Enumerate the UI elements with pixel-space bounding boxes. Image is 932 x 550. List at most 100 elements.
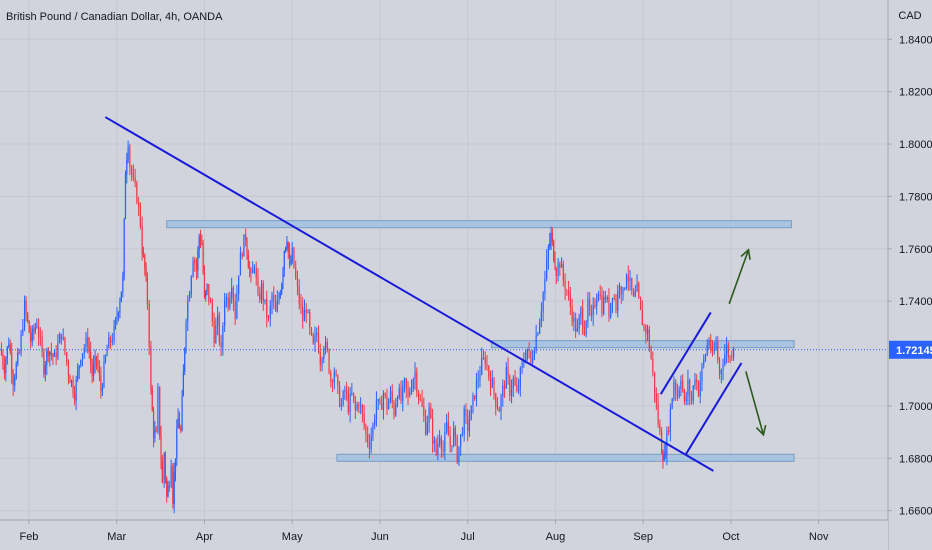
candle-body [161,460,163,483]
candle-body [119,301,121,313]
price-axis[interactable]: CAD 1.84000 1.82000 1.80000 1.78000 1.76000 1.… [887,0,932,550]
candle-body [113,326,115,341]
y-tick-label: 1.70000 [899,401,932,413]
candle-body [138,202,140,207]
candle-body [495,393,497,407]
candle-body [87,337,89,347]
candle-body [14,378,16,386]
candle-body [225,297,227,302]
candle-body [650,348,652,359]
candle-body [290,261,292,265]
candle-body [582,307,584,328]
candle-body [127,146,129,161]
candle-body [435,440,437,454]
candle-body [433,440,435,444]
candle-body [279,293,281,297]
candle-body [293,247,295,268]
candle-body [317,333,320,353]
candle-body [596,300,598,307]
candle-body [39,336,41,338]
candle-body [409,392,411,396]
candle-body [0,348,3,355]
candle-body [44,365,46,375]
candle-body [489,376,492,388]
trend-lines [104,116,743,472]
candle-body [43,351,45,375]
candle-body [412,379,414,389]
candle-body [715,341,717,350]
candle-body [718,359,721,375]
candle-body [636,283,638,292]
candle-body [546,259,548,279]
candle-body [344,390,346,392]
candle-body [460,434,462,447]
candle-body [601,295,603,314]
candle-body [59,333,61,344]
candle-body [144,254,146,269]
candle-body [3,364,5,374]
y-tick-label: 1.76000 [899,244,932,256]
candle-body [720,370,722,375]
candle-body [722,364,724,371]
candle-body [213,320,215,343]
candle-body [500,396,502,412]
candle-body [377,399,379,402]
last-price-label: 1.72145 [896,345,932,357]
candle-body [711,350,714,352]
candle-body [194,260,196,264]
candle-body [699,381,701,396]
candle-body [486,364,488,366]
candle-body [442,448,444,451]
candle-body [9,344,11,353]
trend-line [659,311,712,395]
candle-body [554,260,556,269]
candle-body [181,396,183,431]
candle-body [447,422,449,436]
candle-body [209,300,212,303]
candle-body [62,337,64,340]
candle-body [731,357,733,359]
time-axis[interactable]: Feb Mar Apr May Jun Jul Aug Sep Oct Nov [0,519,888,550]
y-tick-label: 1.80000 [899,139,932,151]
candle-body [85,337,87,348]
candle-body [405,378,407,389]
candle-body [496,406,499,409]
candle-body [274,301,277,312]
candle-body [617,291,619,311]
candle-body [295,267,297,279]
candle-body [172,466,174,505]
candle-body [67,362,70,377]
candle-body [266,299,268,318]
candle-body [305,309,307,313]
candle-body [46,350,48,366]
candle-body [589,298,591,311]
candle-body [338,385,341,407]
candle-body [580,307,582,318]
last-price-tag [889,340,932,359]
candle-body [50,351,52,355]
candle-body [690,394,693,401]
candle-body [168,485,170,488]
candle-body [590,310,593,316]
candle-body [273,294,275,302]
zone-rect [166,220,792,229]
candle-body [682,380,684,391]
candle-body [697,382,700,396]
candle-body [55,352,57,358]
trend-line [104,116,714,472]
candle-body [150,346,152,390]
candle-body [446,422,448,432]
candle-body [516,385,518,392]
candle-body [220,342,222,348]
candle-body [184,348,186,372]
candle-body [177,417,179,429]
candle-body [22,328,24,334]
candle-body [375,401,378,419]
candle-body [201,243,203,245]
candle-body [608,297,610,318]
candle-body [167,485,169,497]
candle-body [267,317,270,319]
candle-body [8,344,10,347]
candle-body [146,278,149,304]
